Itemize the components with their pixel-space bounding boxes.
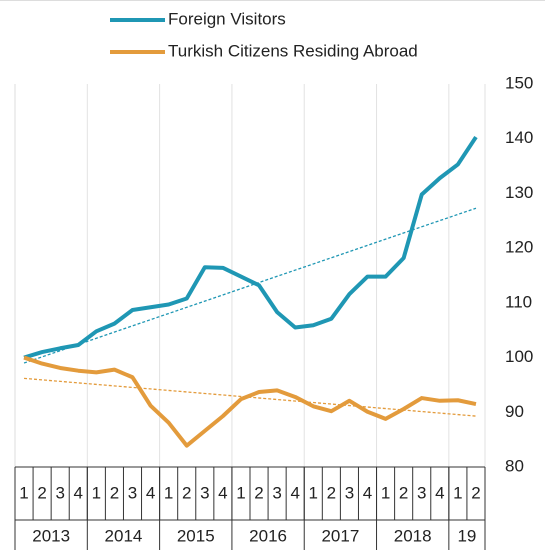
- legend-label: Turkish Citizens Residing Abroad: [168, 41, 418, 60]
- x-tick-label: 3: [272, 483, 281, 502]
- x-tick-label: 2: [399, 483, 408, 502]
- legend-label: Foreign Visitors: [168, 9, 286, 28]
- y-tick-label: 110: [505, 292, 532, 311]
- x-tick-label: 1: [236, 483, 245, 502]
- x-tick-label: 4: [290, 483, 299, 502]
- x-tick-label: 2: [110, 483, 119, 502]
- x-group-label: 2016: [249, 526, 287, 545]
- x-tick-label: 2: [254, 483, 263, 502]
- y-tick-label: 120: [505, 238, 533, 257]
- x-tick-label: 1: [453, 483, 462, 502]
- y-tick-label: 100: [505, 347, 533, 366]
- x-tick-label: 3: [200, 483, 209, 502]
- y-tick-label: 140: [505, 128, 533, 147]
- y-tick-label: 150: [505, 73, 533, 92]
- x-tick-label: 4: [363, 483, 372, 502]
- x-tick-label: 1: [164, 483, 173, 502]
- x-group-label: 19: [457, 526, 476, 545]
- x-group-label: 2018: [394, 526, 432, 545]
- x-tick-label: 3: [417, 483, 426, 502]
- series-line: [23, 355, 477, 448]
- x-tick-label: 1: [381, 483, 390, 502]
- x-group-label: 2013: [32, 526, 70, 545]
- series-line: [23, 135, 478, 360]
- x-tick-label: 2: [182, 483, 191, 502]
- x-tick-label: 2: [37, 483, 46, 502]
- x-tick-label: 2: [471, 483, 480, 502]
- x-tick-label: 4: [74, 483, 83, 502]
- x-tick-label: 1: [309, 483, 318, 502]
- x-group-label: 2015: [177, 526, 215, 545]
- x-tick-label: 4: [218, 483, 227, 502]
- y-tick-label: 80: [505, 456, 524, 475]
- x-tick-label: 4: [435, 483, 444, 502]
- y-tick-label: 130: [505, 183, 533, 202]
- x-tick-label: 3: [55, 483, 64, 502]
- x-tick-label: 1: [92, 483, 101, 502]
- x-tick-label: 3: [345, 483, 354, 502]
- y-tick-label: 90: [505, 402, 524, 421]
- x-group-label: 2017: [321, 526, 359, 545]
- x-group-label: 2014: [105, 526, 143, 545]
- x-tick-label: 4: [146, 483, 155, 502]
- x-tick-label: 3: [128, 483, 137, 502]
- x-tick-label: 2: [327, 483, 336, 502]
- x-tick-label: 1: [19, 483, 28, 502]
